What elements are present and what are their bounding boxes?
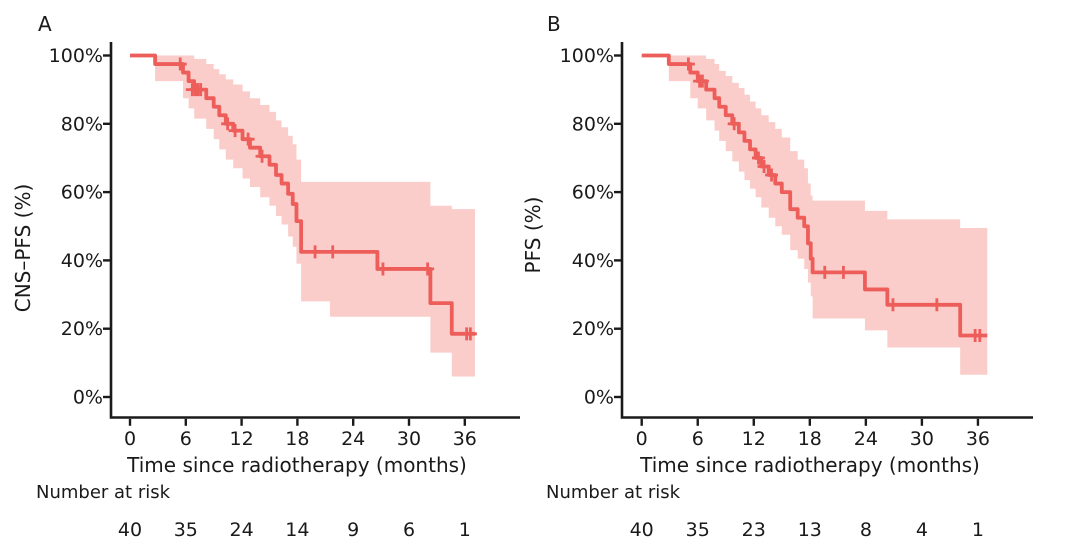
confidence-interval-band <box>668 55 988 375</box>
risk-count: 4 <box>916 519 928 541</box>
risk-count: 35 <box>174 519 198 541</box>
censor-mark <box>173 57 187 71</box>
x-tick-label: 0 <box>636 428 648 450</box>
censor-mark <box>751 151 765 165</box>
censor-mark <box>836 265 850 279</box>
x-tick-label: 36 <box>966 428 990 450</box>
y-tick-label: 80% <box>572 113 614 135</box>
x-tick-label: 24 <box>341 428 365 450</box>
censor-mark <box>255 149 269 163</box>
censor-mark <box>757 159 771 173</box>
x-tick-label: 30 <box>910 428 934 450</box>
axis-lines <box>109 42 520 419</box>
censor-mark <box>973 329 987 343</box>
panel-a: A CNS–PFS (%) Time since radiotherapy (m… <box>11 12 520 541</box>
km-step-curve <box>641 53 988 338</box>
censor-mark <box>765 168 779 182</box>
risk-count: 13 <box>798 519 822 541</box>
y-tick-label: 40% <box>61 250 103 272</box>
y-tick-label: 20% <box>61 318 103 340</box>
risk-count: 9 <box>347 519 359 541</box>
censor-mark <box>818 265 832 279</box>
panel-b-y-axis-label: PFS (%) <box>521 197 545 274</box>
panel-a-plot-area: 0% 20% 40% 60% 80% 100% 0 6 12 18 24 30 36 40 35 24 14 9 6… <box>49 42 520 541</box>
risk-count: 1 <box>459 519 471 541</box>
y-tick-label: 80% <box>61 113 103 135</box>
y-tick-label: 20% <box>572 318 614 340</box>
censor-mark <box>376 262 390 276</box>
confidence-interval-band <box>155 55 476 377</box>
y-tick-label: 100% <box>49 45 103 67</box>
x-tick-label: 18 <box>285 428 309 450</box>
x-tick-label: 6 <box>180 428 192 450</box>
panel-b-x-axis-label: Time since radiotherapy (months) <box>639 453 980 477</box>
panel-a-number-at-risk-label: Number at risk <box>36 482 171 503</box>
y-tick-label: 100% <box>560 45 614 67</box>
censor-mark <box>194 83 208 97</box>
x-tick-label: 0 <box>124 428 136 450</box>
risk-count: 40 <box>630 519 654 541</box>
x-tick-label: 36 <box>453 428 477 450</box>
y-tick-label: 60% <box>572 182 614 204</box>
censor-mark <box>241 132 255 146</box>
censor-mark <box>308 245 322 259</box>
x-tick-label: 12 <box>230 428 254 450</box>
risk-count: 40 <box>118 519 142 541</box>
censor-mark <box>326 245 340 259</box>
y-tick-label: 0% <box>73 387 103 409</box>
risk-count: 24 <box>230 519 254 541</box>
x-tick-label: 30 <box>397 428 421 450</box>
axis-lines <box>620 42 1033 419</box>
censor-mark <box>421 262 435 276</box>
y-tick-label: 0% <box>584 387 614 409</box>
risk-count: 6 <box>403 519 415 541</box>
x-tick-label: 18 <box>798 428 822 450</box>
y-tick-label: 40% <box>572 250 614 272</box>
panel-a-letter: A <box>38 12 52 36</box>
censor-mark <box>463 327 477 341</box>
risk-count: 23 <box>742 519 766 541</box>
x-tick-label: 6 <box>692 428 704 450</box>
censor-mark <box>681 57 695 71</box>
risk-count: 1 <box>972 519 984 541</box>
censor-mark <box>930 298 944 312</box>
panel-b-number-at-risk-label: Number at risk <box>546 482 681 503</box>
panel-a-y-axis-label: CNS–PFS (%) <box>11 184 35 313</box>
censor-mark <box>727 117 741 131</box>
y-tick-label: 60% <box>61 182 103 204</box>
censor-mark <box>695 74 709 88</box>
panel-b-plot-area: 0% 20% 40% 60% 80% 100% 0 6 12 18 24 30 36 40 35 23 13 8 4… <box>560 42 1033 541</box>
panel-b: B PFS (%) Time since radiotherapy (month… <box>521 12 1033 541</box>
risk-count: 14 <box>285 519 309 541</box>
censor-mark <box>886 298 900 312</box>
panel-b-letter: B <box>547 12 561 36</box>
x-tick-label: 12 <box>742 428 766 450</box>
panel-a-x-axis-label: Time since radiotherapy (months) <box>126 453 467 477</box>
risk-count: 8 <box>860 519 872 541</box>
censor-mark <box>228 124 242 138</box>
risk-count: 35 <box>686 519 710 541</box>
censor-mark <box>221 117 235 131</box>
x-tick-label: 24 <box>854 428 878 450</box>
